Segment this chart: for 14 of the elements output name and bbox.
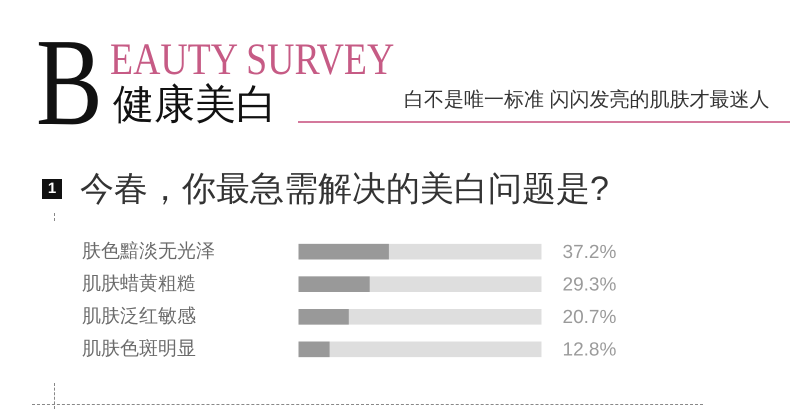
y-tick-label: 肌肤泛红敏感 <box>82 306 196 328</box>
text: 今春，你最急需解决的美白问题是? <box>80 170 609 208</box>
bar <box>298 342 330 358</box>
data-label: 29.3% <box>562 274 616 296</box>
bar <box>298 276 370 292</box>
text: 1 <box>42 179 62 199</box>
data-label: 12.8% <box>562 340 616 361</box>
text: 白不是唯一标准 闪闪发亮的肌肤才最迷人 <box>404 89 770 112</box>
y-tick-label: 肌肤蜡黄粗糙 <box>82 273 196 294</box>
data-label: 37.2% <box>562 242 616 263</box>
y-tick-label: 肤色黯淡无光泽 <box>82 240 215 262</box>
bar <box>298 308 349 325</box>
y-tick-label: 肌肤色斑明显 <box>82 338 196 360</box>
data-label: 20.7% <box>562 307 616 328</box>
